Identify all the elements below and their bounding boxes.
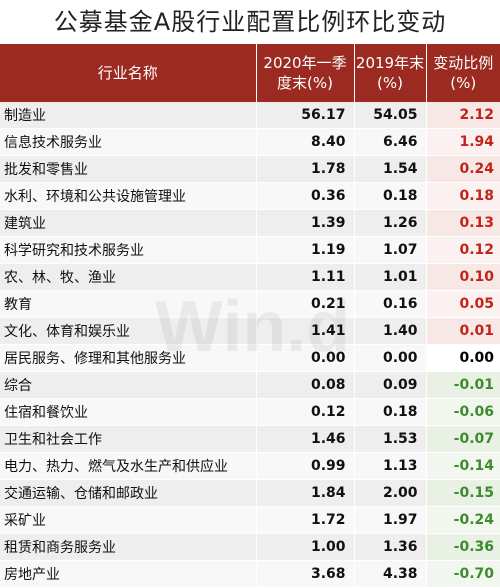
industry-name-cell: 电力、热力、燃气及水生产和供应业 <box>0 452 257 480</box>
q1-2020-value-cell: 0.08 <box>256 371 355 399</box>
q1-2020-value-cell: 0.36 <box>256 182 355 210</box>
y2019-value-cell: 6.46 <box>354 128 427 156</box>
change-value-cell: 0.00 <box>426 344 500 372</box>
change-value-cell: -0.36 <box>426 533 500 561</box>
q1-2020-value-cell: 1.41 <box>256 317 355 345</box>
change-value-cell: -0.06 <box>426 398 500 426</box>
industry-name-cell: 文化、体育和娱乐业 <box>0 317 257 345</box>
y2019-value-cell: 1.54 <box>354 155 427 183</box>
change-value-cell: -0.01 <box>426 371 500 399</box>
industry-allocation-table: 行业名称 2020年一季度末(%) 2019年末(%) 变动比例(%) 制造业 5… <box>0 44 500 588</box>
y2019-value-cell: 0.18 <box>354 398 427 426</box>
table-row: 电力、热力、燃气及水生产和供应业 0.99 1.13 -0.14 <box>0 452 500 480</box>
table-row: 教育 0.21 0.16 0.05 <box>0 290 500 318</box>
industry-name-cell: 科学研究和技术服务业 <box>0 236 257 264</box>
y2019-value-cell: 2.00 <box>354 479 427 507</box>
table-row: 交通运输、仓储和邮政业 1.84 2.00 -0.15 <box>0 479 500 507</box>
industry-name-cell: 住宿和餐饮业 <box>0 398 257 426</box>
change-value-cell: 0.01 <box>426 317 500 345</box>
change-value-cell: -0.15 <box>426 479 500 507</box>
industry-name-cell: 批发和零售业 <box>0 155 257 183</box>
table-header: 行业名称 2020年一季度末(%) 2019年末(%) 变动比例(%) <box>0 44 500 102</box>
industry-name-cell: 农、林、牧、渔业 <box>0 263 257 291</box>
industry-name-cell: 卫生和社会工作 <box>0 425 257 453</box>
industry-name-cell: 房地产业 <box>0 560 257 588</box>
table-row: 租赁和商务服务业 1.00 1.36 -0.36 <box>0 533 500 561</box>
change-value-cell: 0.18 <box>426 182 500 210</box>
change-value-cell: 0.05 <box>426 290 500 318</box>
change-value-cell: -0.70 <box>426 560 500 588</box>
header-2019-end: 2019年末(%) <box>354 44 427 102</box>
change-value-cell: 2.12 <box>426 102 500 129</box>
page-title: 公募基金A股行业配置比例环比变动 <box>53 8 447 36</box>
industry-name-cell: 综合 <box>0 371 257 399</box>
q1-2020-value-cell: 1.00 <box>256 533 355 561</box>
y2019-value-cell: 1.53 <box>354 425 427 453</box>
change-value-cell: -0.24 <box>426 506 500 534</box>
table-row: 卫生和社会工作 1.46 1.53 -0.07 <box>0 425 500 453</box>
q1-2020-value-cell: 0.12 <box>256 398 355 426</box>
industry-name-cell: 采矿业 <box>0 506 257 534</box>
industry-name-cell: 建筑业 <box>0 209 257 237</box>
y2019-value-cell: 0.09 <box>354 371 427 399</box>
table-row: 文化、体育和娱乐业 1.41 1.40 0.01 <box>0 317 500 345</box>
y2019-value-cell: 0.18 <box>354 182 427 210</box>
change-value-cell: -0.14 <box>426 452 500 480</box>
y2019-value-cell: 1.36 <box>354 533 427 561</box>
header-change-ratio: 变动比例(%) <box>426 44 500 102</box>
table-row: 批发和零售业 1.78 1.54 0.24 <box>0 155 500 183</box>
y2019-value-cell: 1.26 <box>354 209 427 237</box>
table-row: 居民服务、修理和其他服务业 0.00 0.00 0.00 <box>0 344 500 372</box>
y2019-value-cell: 0.00 <box>354 344 427 372</box>
table-row: 农、林、牧、渔业 1.11 1.01 0.10 <box>0 263 500 291</box>
q1-2020-value-cell: 8.40 <box>256 128 355 156</box>
table-row: 科学研究和技术服务业 1.19 1.07 0.12 <box>0 236 500 264</box>
y2019-value-cell: 1.01 <box>354 263 427 291</box>
industry-name-cell: 教育 <box>0 290 257 318</box>
header-industry-name: 行业名称 <box>0 44 257 102</box>
change-value-cell: 0.24 <box>426 155 500 183</box>
y2019-value-cell: 1.40 <box>354 317 427 345</box>
industry-name-cell: 信息技术服务业 <box>0 128 257 156</box>
change-value-cell: -0.07 <box>426 425 500 453</box>
q1-2020-value-cell: 56.17 <box>256 102 355 129</box>
table-row: 房地产业 3.68 4.38 -0.70 <box>0 560 500 588</box>
industry-name-cell: 交通运输、仓储和邮政业 <box>0 479 257 507</box>
table-body: 制造业 56.17 54.05 2.12 信息技术服务业 8.40 6.46 1.94 批发和零… <box>0 102 500 588</box>
table-row: 采矿业 1.72 1.97 -0.24 <box>0 506 500 534</box>
change-value-cell: 1.94 <box>426 128 500 156</box>
y2019-value-cell: 1.13 <box>354 452 427 480</box>
industry-name-cell: 水利、环境和公共设施管理业 <box>0 182 257 210</box>
q1-2020-value-cell: 1.84 <box>256 479 355 507</box>
y2019-value-cell: 0.16 <box>354 290 427 318</box>
y2019-value-cell: 4.38 <box>354 560 427 588</box>
q1-2020-value-cell: 1.19 <box>256 236 355 264</box>
table-row: 综合 0.08 0.09 -0.01 <box>0 371 500 399</box>
y2019-value-cell: 1.07 <box>354 236 427 264</box>
q1-2020-value-cell: 1.39 <box>256 209 355 237</box>
q1-2020-value-cell: 0.00 <box>256 344 355 372</box>
table-row: 制造业 56.17 54.05 2.12 <box>0 102 500 129</box>
industry-name-cell: 居民服务、修理和其他服务业 <box>0 344 257 372</box>
industry-name-cell: 租赁和商务服务业 <box>0 533 257 561</box>
table-row: 信息技术服务业 8.40 6.46 1.94 <box>0 128 500 156</box>
y2019-value-cell: 1.97 <box>354 506 427 534</box>
q1-2020-value-cell: 1.78 <box>256 155 355 183</box>
header-2020-q1: 2020年一季度末(%) <box>256 44 355 102</box>
q1-2020-value-cell: 3.68 <box>256 560 355 588</box>
q1-2020-value-cell: 0.99 <box>256 452 355 480</box>
q1-2020-value-cell: 1.11 <box>256 263 355 291</box>
change-value-cell: 0.12 <box>426 236 500 264</box>
q1-2020-value-cell: 1.72 <box>256 506 355 534</box>
q1-2020-value-cell: 1.46 <box>256 425 355 453</box>
industry-name-cell: 制造业 <box>0 102 257 129</box>
table-row: 建筑业 1.39 1.26 0.13 <box>0 209 500 237</box>
table-row: 水利、环境和公共设施管理业 0.36 0.18 0.18 <box>0 182 500 210</box>
table-row: 住宿和餐饮业 0.12 0.18 -0.06 <box>0 398 500 426</box>
y2019-value-cell: 54.05 <box>354 102 427 129</box>
change-value-cell: 0.13 <box>426 209 500 237</box>
change-value-cell: 0.10 <box>426 263 500 291</box>
q1-2020-value-cell: 0.21 <box>256 290 355 318</box>
